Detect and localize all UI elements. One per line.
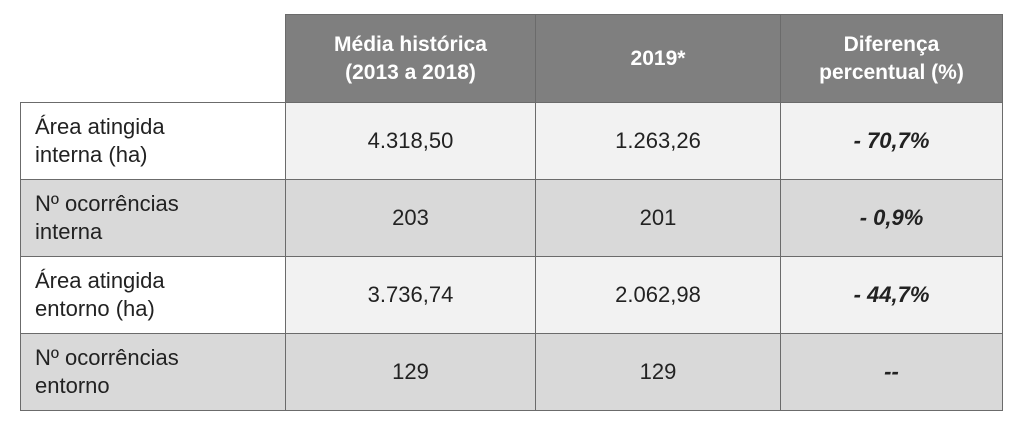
blank-cell <box>20 14 286 103</box>
cell: 129 <box>285 333 536 411</box>
data-table: Média histórica (2013 a 2018) 2019* Dife… <box>20 14 1003 411</box>
table-row: Nº ocorrências interna 203 201- 0,9% <box>20 179 1003 257</box>
table-body: Área atingida interna (ha) 4.318,50 1.263,… <box>20 102 1003 411</box>
cell: - 44,7% <box>780 256 1003 334</box>
cell: 3.736,74 <box>285 256 536 334</box>
row-label: Nº ocorrências interna <box>20 179 286 257</box>
row-label: Área atingida entorno (ha) <box>20 256 286 334</box>
table-row: Área atingida interna (ha) 4.318,50 1.263,… <box>20 102 1003 180</box>
cell: - 0,9% <box>780 179 1003 257</box>
row-label: Nº ocorrências entorno <box>20 333 286 411</box>
column-header: 2019* <box>535 14 781 103</box>
cell: 201 <box>535 179 781 257</box>
cell: 4.318,50 <box>285 102 536 180</box>
cell: 1.263,26 <box>535 102 781 180</box>
header-row: Média histórica (2013 a 2018) 2019* Dife… <box>20 14 1003 103</box>
cell: 203 <box>285 179 536 257</box>
cell: - 70,7% <box>780 102 1003 180</box>
table-row: Área atingida entorno (ha) 3.736,74 2.062,… <box>20 256 1003 334</box>
cell: 129 <box>535 333 781 411</box>
column-header: Média histórica (2013 a 2018) <box>285 14 536 103</box>
table-row: Nº ocorrências entorno 129 129 -- <box>20 333 1003 411</box>
cell: -- <box>780 333 1003 411</box>
row-label: Área atingida interna (ha) <box>20 102 286 180</box>
column-header: Diferença percentual (%) <box>780 14 1003 103</box>
cell: 2.062,98 <box>535 256 781 334</box>
